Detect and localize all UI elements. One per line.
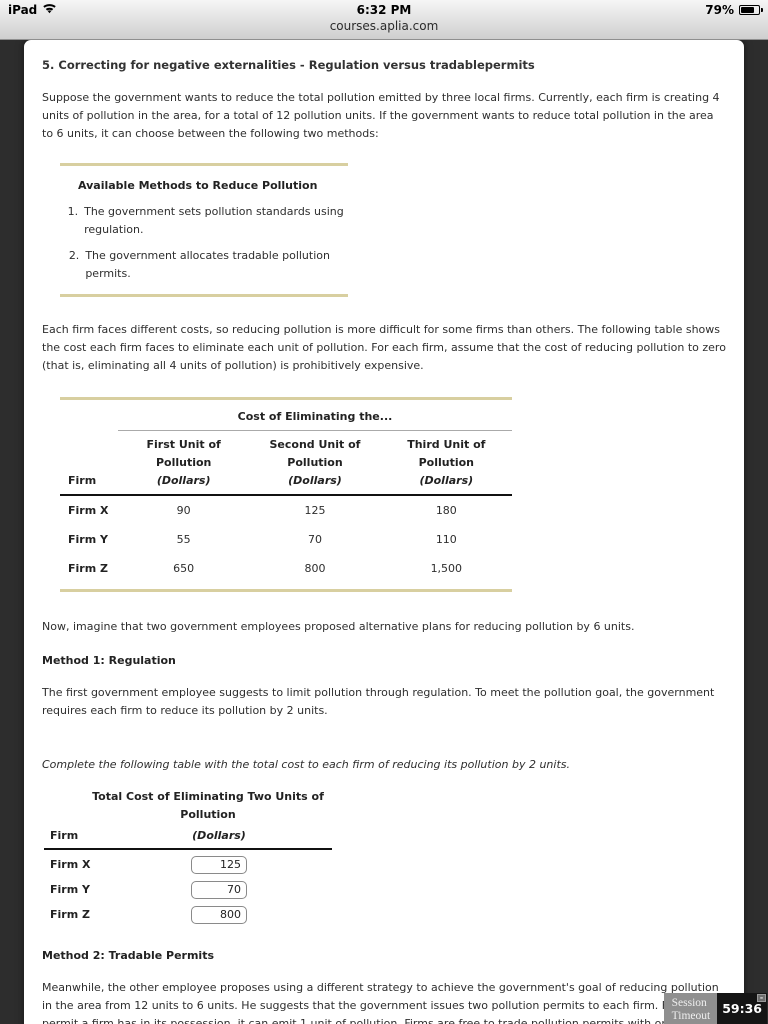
cost-value: 800 [304, 561, 326, 575]
firm-name: Firm Z [68, 561, 108, 575]
firm-name: Firm Z [50, 907, 90, 921]
item-text: The government allocates tradable pollut… [85, 249, 330, 280]
column-header: Third Unit of Pollution [407, 438, 486, 469]
table-row: Firm Y 55 70 110 [60, 525, 512, 554]
column-header: First Unit of Pollution [146, 438, 221, 469]
ios-status-bar: iPad 6:32 PM 79% courses.aplia.com [0, 0, 768, 40]
method1-heading: Method 1: Regulation [42, 654, 176, 667]
intro-paragraph: Suppose the government wants to reduce t… [42, 91, 720, 140]
answer-row: Firm X [44, 854, 332, 875]
firm-name: Firm X [68, 503, 109, 517]
costs-paragraph: Each firm faces different costs, so redu… [42, 323, 726, 372]
cost-value: 650 [173, 561, 195, 575]
table-row: Firm X 90 125 180 [60, 496, 512, 525]
cost-input-firm-z[interactable] [191, 905, 247, 924]
transition-paragraph: Now, imagine that two government employe… [42, 620, 635, 633]
cost-value: 125 [304, 503, 326, 517]
cost-value: 90 [176, 503, 191, 517]
methods-box-title: Available Methods to Reduce Pollution [78, 179, 318, 192]
wifi-icon [42, 3, 57, 17]
rule-bottom [60, 589, 512, 592]
cost-value: 70 [307, 532, 322, 546]
rule-top [60, 397, 512, 400]
column-header: Second Unit of Pollution [269, 438, 361, 469]
session-timeout-widget: Session Timeout 59:36 - [663, 993, 767, 1024]
method2-paragraph1: Meanwhile, the other employee proposes u… [42, 981, 722, 1024]
cost-input-firm-x[interactable] [191, 855, 247, 874]
method1-paragraph: The first government employee suggests t… [42, 686, 715, 717]
unit-header: (Dollars) [419, 474, 474, 487]
item-number: 1. [67, 205, 79, 218]
method2-heading: Method 2: Tradable Permits [42, 949, 214, 962]
question-title: 5. Correcting for negative externalities… [42, 58, 535, 72]
method-list-item: 1. The government sets pollution standar… [65, 203, 348, 239]
item-number: 2. [68, 249, 80, 262]
session-timer: 59:36 - [717, 993, 767, 1024]
cost-value: 1,500 [430, 561, 463, 575]
firm-name: Firm Y [50, 882, 90, 896]
cost-value: 110 [435, 532, 457, 546]
answer-table-header: Total Cost of Eliminating Two Units of P… [92, 790, 324, 821]
answer-table: Total Cost of Eliminating Two Units of P… [44, 788, 332, 925]
firm-header: Firm [68, 474, 97, 487]
cost-value: 55 [176, 532, 191, 546]
item-text: The government sets pollution standards … [84, 205, 344, 236]
table-instruction: Complete the following table with the to… [42, 758, 570, 771]
answer-row: Firm Y [44, 879, 332, 900]
answer-row: Firm Z [44, 904, 332, 925]
firm-name: Firm X [50, 857, 91, 871]
unit-header: (Dollars) [192, 829, 246, 842]
method-list-item: 2. The government allocates tradable pol… [65, 247, 348, 283]
firm-name: Firm Y [68, 532, 108, 546]
session-timeout-label: Session Timeout [663, 993, 718, 1024]
available-methods-box: Available Methods to Reduce Pollution 1.… [60, 163, 348, 297]
unit-header: (Dollars) [156, 474, 211, 487]
firm-header: Firm [50, 829, 79, 842]
cost-value: 180 [435, 503, 457, 517]
device-label: iPad [8, 3, 38, 17]
clock: 6:32 PM [356, 3, 412, 17]
rule-top [60, 163, 348, 166]
cost-table-span-header: Cost of Eliminating the... [118, 400, 512, 431]
battery-percent: 79% [705, 3, 734, 17]
cost-table: Cost of Eliminating the... First Unit of… [60, 397, 512, 592]
unit-header: (Dollars) [288, 474, 342, 487]
question-page: 5. Correcting for negative externalities… [24, 40, 744, 1024]
rule-bottom [60, 294, 348, 297]
cost-input-firm-y[interactable] [191, 880, 247, 899]
address-bar[interactable]: courses.aplia.com [329, 19, 439, 33]
minimize-icon[interactable]: - [757, 994, 766, 1002]
battery-icon [739, 5, 763, 15]
table-row: Firm Z 650 800 1,500 [60, 554, 512, 583]
